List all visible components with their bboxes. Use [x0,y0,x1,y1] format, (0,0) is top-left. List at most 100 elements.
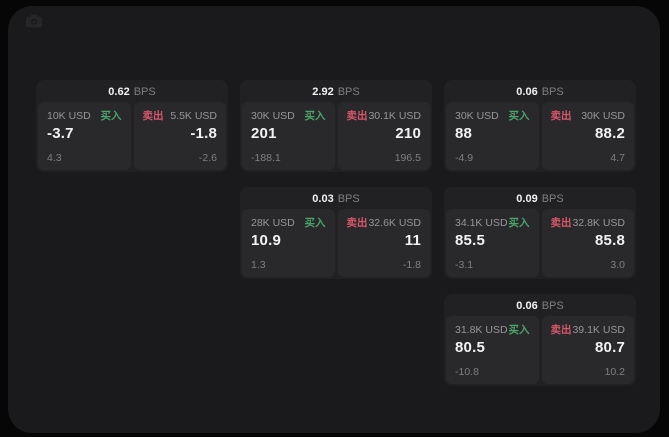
sell-delta: 196.5 [394,151,421,164]
sell-top-row: 卖出 32.8K USD [551,218,626,229]
buy-top-row: 30K USD 买入 [251,111,326,122]
buy-price: -3.7 [47,124,74,142]
sell-price: 85.8 [595,231,625,249]
sell-side-label: 卖出 [346,110,368,122]
sell-side-label: 卖出 [346,217,368,229]
buy-amount: 30K USD [251,110,295,122]
spread-unit: BPS [541,192,564,205]
quote-body: 30K USD 买入 88 -4.9 卖出 30K USD 88.2 4.7 [446,102,634,170]
spread-unit: BPS [337,85,360,98]
buy-side-label: 买入 [304,217,326,229]
sell-panel[interactable]: 卖出 5.5K USD -1.8 -2.6 [133,102,226,170]
buy-side-label: 买入 [100,110,122,122]
spread-header: 0.62 BPS [38,82,226,102]
buy-price: 201 [251,124,277,142]
buy-top-row: 31.8K USD 买入 [455,325,530,336]
buy-panel[interactable]: 10K USD 买入 -3.7 4.3 [38,102,131,170]
buy-panel[interactable]: 31.8K USD 买入 80.5 -10.8 [446,316,539,384]
quote-body: 28K USD 买入 10.9 1.3 卖出 32.6K USD 11 -1.8 [242,209,430,277]
sell-panel[interactable]: 卖出 32.8K USD 85.8 3.0 [541,209,634,277]
buy-top-row: 28K USD 买入 [251,218,326,229]
spread-value: 2.92 [312,85,334,98]
quote-card: 0.09 BPS 34.1K USD 买入 85.5 -3.1 卖出 32.8K… [444,187,636,279]
sell-price: 80.7 [595,338,625,356]
quote-card: 0.06 BPS 31.8K USD 买入 80.5 -10.8 卖出 39.1… [444,294,636,386]
spread-header: 0.06 BPS [446,296,634,316]
buy-panel[interactable]: 34.1K USD 买入 85.5 -3.1 [446,209,539,277]
buy-delta: -188.1 [251,151,281,164]
sell-delta: -1.8 [402,258,421,271]
buy-delta: 1.3 [251,258,266,271]
buy-panel[interactable]: 30K USD 买入 201 -188.1 [242,102,335,170]
spread-value: 0.09 [516,192,538,205]
quote-card: 0.06 BPS 30K USD 买入 88 -4.9 卖出 30K USD 8… [444,80,636,172]
buy-price: 10.9 [251,231,281,249]
buy-delta: -10.8 [455,365,479,378]
buy-amount: 28K USD [251,217,295,229]
buy-delta: -4.9 [455,151,474,164]
buy-price: 88 [455,124,473,142]
sell-side-label: 卖出 [550,324,572,336]
sell-amount: 32.8K USD [572,217,625,229]
sell-amount: 32.6K USD [368,217,421,229]
spread-header: 0.06 BPS [446,82,634,102]
sell-amount: 30K USD [581,110,625,122]
buy-side-label: 买入 [508,217,530,229]
quote-body: 31.8K USD 买入 80.5 -10.8 卖出 39.1K USD 80.… [446,316,634,384]
sell-delta: 10.2 [604,365,625,378]
sell-top-row: 卖出 30.1K USD [347,111,422,122]
sell-amount: 39.1K USD [572,324,625,336]
quote-body: 30K USD 买入 201 -188.1 卖出 30.1K USD 210 1… [242,102,430,170]
sell-price: 11 [404,231,421,249]
buy-top-row: 30K USD 买入 [455,111,530,122]
spread-value: 0.06 [516,85,538,98]
spread-value: 0.62 [108,85,130,98]
app-window: 0.62 BPS 10K USD 买入 -3.7 4.3 卖出 5.5K USD… [8,6,660,433]
sell-top-row: 卖出 32.6K USD [347,218,422,229]
buy-price: 85.5 [455,231,485,249]
sell-price: -1.8 [190,124,217,142]
buy-side-label: 买入 [304,110,326,122]
sell-delta: -2.6 [198,151,217,164]
buy-side-label: 买入 [508,324,530,336]
buy-panel[interactable]: 28K USD 买入 10.9 1.3 [242,209,335,277]
sell-panel[interactable]: 卖出 39.1K USD 80.7 10.2 [541,316,634,384]
buy-price: 80.5 [455,338,485,356]
spread-header: 0.03 BPS [242,189,430,209]
spread-value: 0.03 [312,192,334,205]
spread-unit: BPS [541,85,564,98]
sell-panel[interactable]: 卖出 32.6K USD 11 -1.8 [337,209,430,277]
buy-top-row: 34.1K USD 买入 [455,218,530,229]
sell-panel[interactable]: 卖出 30.1K USD 210 196.5 [337,102,430,170]
sell-side-label: 卖出 [142,110,164,122]
buy-delta: 4.3 [47,151,62,164]
spread-header: 0.09 BPS [446,189,634,209]
spread-unit: BPS [133,85,156,98]
sell-side-label: 卖出 [550,217,572,229]
buy-amount: 31.8K USD [455,324,508,336]
buy-amount: 34.1K USD [455,217,508,229]
sell-amount: 30.1K USD [368,110,421,122]
spread-unit: BPS [337,192,360,205]
spread-header: 2.92 BPS [242,82,430,102]
buy-delta: -3.1 [455,258,474,271]
buy-panel[interactable]: 30K USD 买入 88 -4.9 [446,102,539,170]
cards-grid: 0.62 BPS 10K USD 买入 -3.7 4.3 卖出 5.5K USD… [36,80,636,386]
camera-icon [26,14,42,28]
sell-panel[interactable]: 卖出 30K USD 88.2 4.7 [541,102,634,170]
quote-card: 0.62 BPS 10K USD 买入 -3.7 4.3 卖出 5.5K USD… [36,80,228,172]
sell-top-row: 卖出 5.5K USD [143,111,218,122]
sell-price: 210 [395,124,421,142]
buy-amount: 30K USD [455,110,499,122]
quote-body: 10K USD 买入 -3.7 4.3 卖出 5.5K USD -1.8 -2.… [38,102,226,170]
sell-top-row: 卖出 39.1K USD [551,325,626,336]
quote-card: 0.03 BPS 28K USD 买入 10.9 1.3 卖出 32.6K US… [240,187,432,279]
spread-unit: BPS [541,299,564,312]
buy-amount: 10K USD [47,110,91,122]
buy-top-row: 10K USD 买入 [47,111,122,122]
buy-side-label: 买入 [508,110,530,122]
quote-body: 34.1K USD 买入 85.5 -3.1 卖出 32.8K USD 85.8… [446,209,634,277]
spread-value: 0.06 [516,299,538,312]
sell-delta: 4.7 [610,151,625,164]
